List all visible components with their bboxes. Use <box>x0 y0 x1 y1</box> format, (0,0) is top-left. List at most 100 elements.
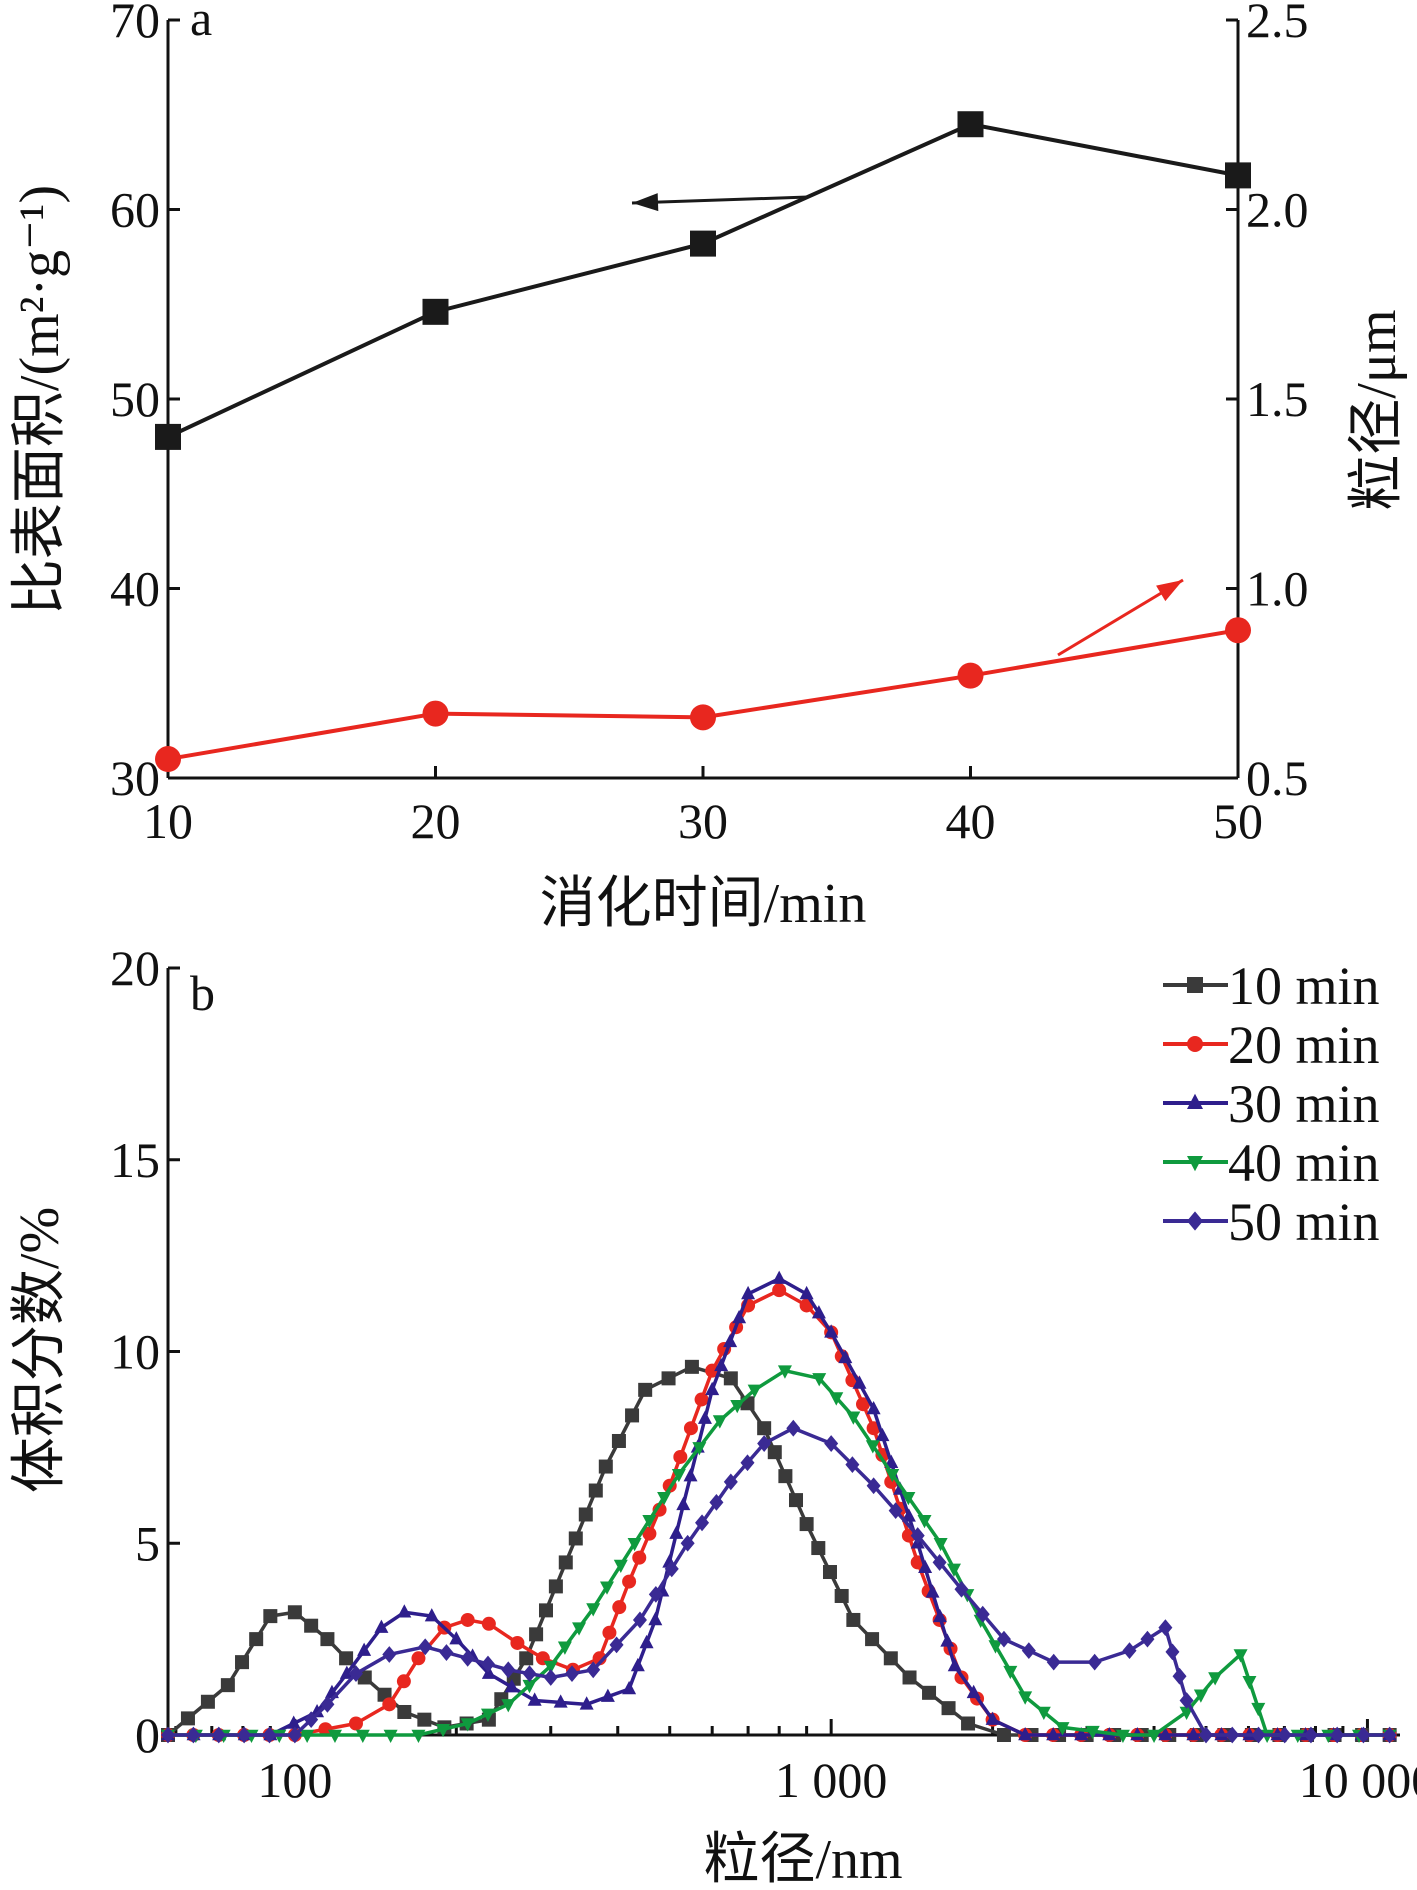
panel-b-series-5-point <box>888 1502 903 1520</box>
panel-a-x-tick-label: 20 <box>411 793 461 849</box>
panel-b-series-1-point <box>883 1651 898 1666</box>
panel-b-series-4-point <box>747 1384 762 1398</box>
legend-marker <box>1187 1211 1203 1231</box>
panel-b-series-1-point <box>548 1579 563 1594</box>
panel-b-series-1-point <box>684 1359 699 1374</box>
panel-b-series-4-point <box>1036 1706 1051 1721</box>
panel-b-series-2-point <box>348 1716 363 1731</box>
panel-b-series-4-point <box>501 1699 516 1713</box>
panel-b-series-3-point <box>669 1525 684 1539</box>
panel-b-series-1-point <box>180 1711 195 1726</box>
legend-marker <box>1187 1093 1203 1109</box>
panel-a-left-tick-label: 30 <box>110 750 160 806</box>
panel-b-series-5-point <box>932 1554 947 1571</box>
panel-b-series-1-point <box>417 1712 432 1727</box>
panel-b-series-5-point <box>262 1726 277 1744</box>
panel-b-series-1-point <box>220 1678 235 1693</box>
legend-label: 30 min <box>1228 1074 1380 1134</box>
panel-b-series-1-point <box>661 1371 676 1386</box>
panel-b-series-5-point <box>543 1669 558 1686</box>
panel-b-series-3-point <box>947 1657 962 1672</box>
panel-b-series-4-point <box>543 1660 558 1675</box>
panel-b-series-5-point <box>304 1711 319 1729</box>
panel-a-x-tick-label: 30 <box>678 793 728 849</box>
panel-a-series-1-point <box>690 230 716 257</box>
panel-b-series-5-point <box>1021 1642 1036 1660</box>
panel-a-series-1-point <box>1225 162 1251 189</box>
panel-b-series-2-point <box>396 1674 411 1689</box>
legend-item: 20 min <box>1163 1015 1380 1075</box>
panel-b-series-3-point <box>600 1688 615 1702</box>
panel-b-series-2-point <box>318 1722 333 1737</box>
panel-b-series-3-point <box>579 1696 594 1710</box>
panel-b-series-2-point <box>411 1651 426 1666</box>
panel-b-series-5-point <box>1140 1630 1155 1648</box>
panel-b-series-3-point <box>286 1715 301 1729</box>
panel-b-series-4-point <box>1115 1729 1130 1744</box>
panel-b-series-5-point <box>501 1661 516 1679</box>
panel-b-series-2-point <box>382 1697 397 1712</box>
panel-b-series-4-point <box>988 1640 1003 1654</box>
panel-b-series-1-point <box>846 1612 861 1627</box>
panel-b-series-3-point <box>527 1692 542 1706</box>
panel-b-series-3-point <box>357 1642 372 1656</box>
panel-b-series-4-point <box>812 1373 827 1387</box>
panel-b-series-2-point <box>460 1612 475 1627</box>
panel-b-series-3-point <box>811 1305 826 1319</box>
panel-b-series-4-point <box>946 1563 961 1577</box>
panel-b-series-1-point <box>519 1651 534 1666</box>
panel-b-series-1-point <box>996 1728 1011 1742</box>
panel-a-series-1-point <box>422 298 449 325</box>
panel-b: b 粒径/nm 体积分数/% 100 1 000 10 000 0 5 10 15 20 1… <box>9 940 1417 1890</box>
panel-b-series-1-point <box>865 1632 880 1647</box>
panel-b-series-5-point <box>1172 1667 1187 1685</box>
panel-b-series-3-point <box>932 1608 947 1623</box>
panel-b-series-1-point <box>339 1651 354 1666</box>
panel-b-series-3-point <box>683 1468 698 1482</box>
panel-b-series-5-point <box>211 1726 226 1744</box>
panel-b-series-1-point <box>941 1701 956 1716</box>
panel-b-series-5-point <box>632 1611 647 1629</box>
legend-label: 10 min <box>1228 956 1380 1016</box>
panel-a-left-ticks: 30 40 50 60 70 <box>110 0 180 806</box>
legend-label: 20 min <box>1228 1015 1380 1075</box>
panel-b-series-2-point <box>632 1550 647 1565</box>
panel-b-series-5-point <box>460 1649 475 1667</box>
panel-b-series <box>161 1270 1397 1744</box>
panel-b-series-4-point <box>865 1440 880 1454</box>
panel-b-series-3-point <box>553 1694 568 1708</box>
panel-b-y-tick-label: 5 <box>135 1515 160 1571</box>
panel-b-series-4-point <box>657 1491 672 1506</box>
panel-b-series-1-point <box>638 1382 653 1397</box>
panel-b-series-1-point <box>961 1716 976 1731</box>
panel-a-arrow-left <box>631 193 809 212</box>
panel-b-series-2-point <box>642 1526 657 1541</box>
panel-b-x-tick-label: 100 <box>257 1752 332 1808</box>
panel-a-left-tick-label: 50 <box>110 371 160 427</box>
panel-b-series-1-point <box>397 1704 412 1719</box>
panel-b-series-5-point <box>740 1454 755 1472</box>
panel-b-series-5-point <box>1158 1619 1173 1637</box>
panel-b-series-3-point <box>925 1584 940 1598</box>
panel-b-series-2-point <box>772 1283 787 1298</box>
panel-b-series-5-point <box>996 1630 1011 1648</box>
panel-b-series-5-point <box>1356 1726 1371 1744</box>
panel-b-series-1-point <box>611 1433 626 1448</box>
panel-b-series-3-point <box>714 1357 729 1372</box>
panel-b-series-5 <box>161 1419 1397 1744</box>
panel-b-series-5-point <box>786 1419 801 1437</box>
panel-b-series-1-point <box>625 1408 640 1423</box>
panel-b-series-1-point <box>778 1469 793 1484</box>
panel-b-series-5-point <box>320 1695 335 1713</box>
panel-b-series-5-point <box>695 1514 710 1532</box>
panel-b-series-3-point <box>966 1684 981 1699</box>
panel-b-x-tick-label: 1 000 <box>775 1752 888 1808</box>
legend-item: 10 min <box>1163 956 1380 1016</box>
panel-a-left-tick-label: 40 <box>110 561 160 617</box>
panel-a-arrow-right <box>1057 578 1184 657</box>
panel-b-series-1-point <box>799 1517 814 1532</box>
panel-b-y-ticks: 0 5 10 15 20 <box>110 940 180 1763</box>
panel-b-series-1-point <box>200 1694 215 1709</box>
panel-b-label: b <box>190 965 215 1021</box>
